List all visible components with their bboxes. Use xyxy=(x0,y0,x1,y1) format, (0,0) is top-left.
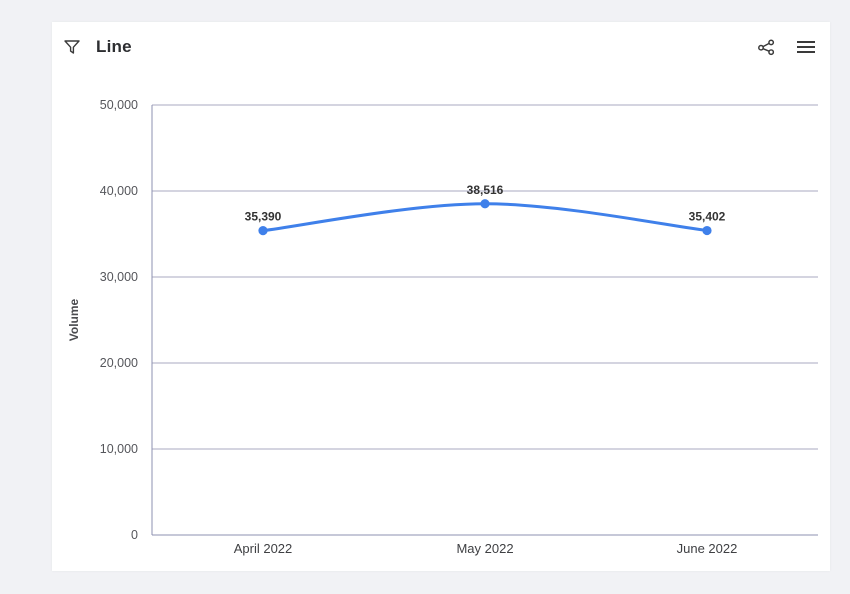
data-point[interactable] xyxy=(258,226,268,236)
y-tick-label: 10,000 xyxy=(100,442,138,456)
filter-icon[interactable] xyxy=(58,33,86,61)
data-label: 38,516 xyxy=(467,183,504,197)
y-tick-label: 50,000 xyxy=(100,98,138,112)
y-tick-label: 0 xyxy=(131,528,138,542)
chart-card: Line 0 10,000 20,000 30,000 40,000 50,000 Apri… xyxy=(52,22,830,571)
y-tick-label: 20,000 xyxy=(100,356,138,370)
data-label: 35,390 xyxy=(245,210,282,224)
menu-icon[interactable] xyxy=(792,33,820,61)
chart-title: Line xyxy=(96,37,132,56)
chart-toolbar: Line xyxy=(58,33,820,61)
x-tick-label: April 2022 xyxy=(234,541,293,556)
data-point[interactable] xyxy=(480,199,490,209)
y-tick-label: 30,000 xyxy=(100,270,138,284)
y-axis-title: Volume xyxy=(67,298,81,341)
line-chart-canvas[interactable]: 0 10,000 20,000 30,000 40,000 50,000 April 202… xyxy=(52,22,830,571)
y-tick-label: 40,000 xyxy=(100,184,138,198)
x-tick-label: May 2022 xyxy=(456,541,513,556)
data-point[interactable] xyxy=(702,225,712,236)
data-label: 35,402 xyxy=(689,210,726,224)
x-tick-label: June 2022 xyxy=(677,541,738,556)
share-icon[interactable] xyxy=(752,33,780,61)
